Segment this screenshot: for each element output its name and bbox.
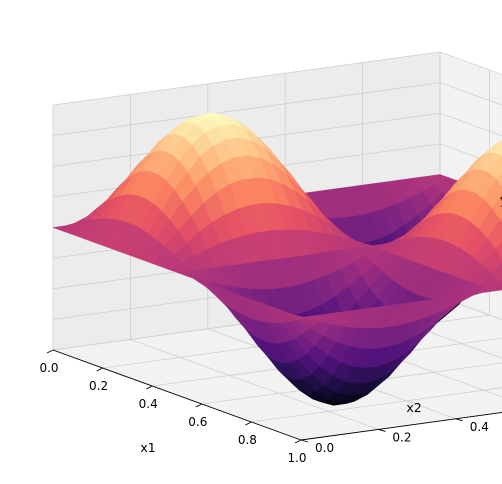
surface-patch (496, 172, 502, 187)
y-tick-label: 0.4 (470, 420, 489, 434)
tick-labels: 0.00.20.40.60.81.00.00.20.40.60.81.0−1.0… (39, 361, 489, 465)
x-tick-mark (245, 421, 252, 426)
surface-patch (497, 140, 502, 143)
x-gridline (251, 387, 502, 423)
x-tick-label: 0.0 (39, 361, 58, 375)
x-tick-mark (96, 367, 103, 372)
y-tick-mark (300, 439, 309, 443)
y-tick-mark (378, 428, 386, 432)
x-tick-label: 1.0 (287, 451, 306, 465)
x-tick-mark (46, 349, 54, 354)
z-gridline (52, 51, 502, 106)
y-axis-label: x2 (406, 400, 421, 415)
y-tick-label: 0.2 (392, 430, 411, 444)
x-tick-label: 0.2 (89, 379, 108, 393)
x-tick-label: 0.8 (238, 433, 257, 447)
x-axis-label: x1 (140, 440, 155, 455)
z-gridline (52, 82, 502, 136)
x-tick-mark (195, 403, 203, 408)
x-tick-label: 0.6 (188, 415, 207, 429)
y-axis-line (300, 412, 502, 441)
axes (46, 349, 502, 444)
x-tick-mark (145, 385, 153, 390)
x-axis-line (52, 349, 302, 441)
z-axis-label: y (500, 192, 502, 207)
x-tick-label: 0.4 (139, 397, 158, 411)
surface-patch (292, 314, 315, 319)
y-tick-label: 0.0 (315, 441, 334, 455)
x-tick-mark (294, 439, 302, 444)
surface-patch (498, 279, 502, 285)
surface (52, 112, 502, 406)
y-tick-mark (455, 418, 463, 422)
